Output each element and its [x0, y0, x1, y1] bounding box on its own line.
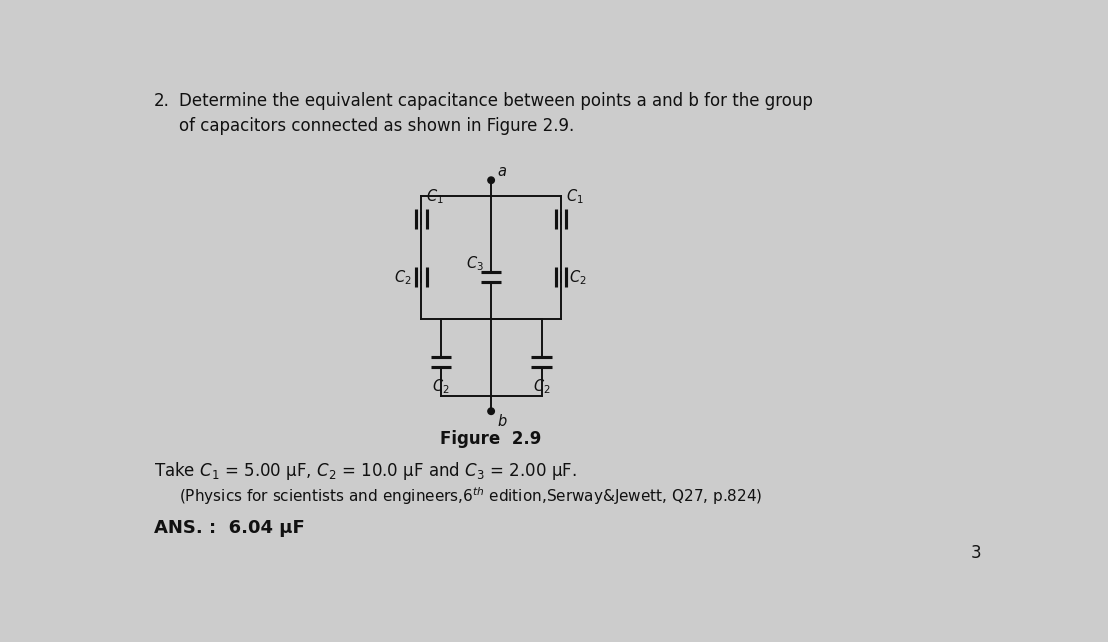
Text: Determine the equivalent capacitance between points a and b for the group: Determine the equivalent capacitance bet…: [178, 92, 812, 110]
Circle shape: [488, 408, 494, 415]
Text: (Physics for scientists and engineers,6$^{th}$ edition,Serway&Jewett, Q27, p.824: (Physics for scientists and engineers,6$…: [178, 485, 762, 507]
Text: of capacitors connected as shown in Figure 2.9.: of capacitors connected as shown in Figu…: [178, 117, 574, 135]
Text: 3: 3: [971, 544, 982, 562]
Text: $C_3$: $C_3$: [465, 254, 483, 273]
Text: Take $C_1$ = 5.00 μF, $C_2$ = 10.0 μF and $C_3$ = 2.00 μF.: Take $C_1$ = 5.00 μF, $C_2$ = 10.0 μF an…: [154, 460, 577, 482]
Text: 2.: 2.: [154, 92, 170, 110]
Text: $C_2$: $C_2$: [568, 268, 586, 286]
Text: ANS. :  6.04 μF: ANS. : 6.04 μF: [154, 519, 305, 537]
Text: $C_2$: $C_2$: [533, 377, 551, 396]
Text: $b$: $b$: [496, 413, 507, 429]
Text: $C_1$: $C_1$: [425, 187, 443, 206]
Text: $C_1$: $C_1$: [565, 187, 583, 206]
Text: $C_2$: $C_2$: [394, 268, 412, 286]
Text: $a$: $a$: [496, 164, 506, 178]
Circle shape: [488, 177, 494, 184]
Text: $C_2$: $C_2$: [432, 377, 450, 396]
Text: Figure  2.9: Figure 2.9: [441, 430, 542, 448]
